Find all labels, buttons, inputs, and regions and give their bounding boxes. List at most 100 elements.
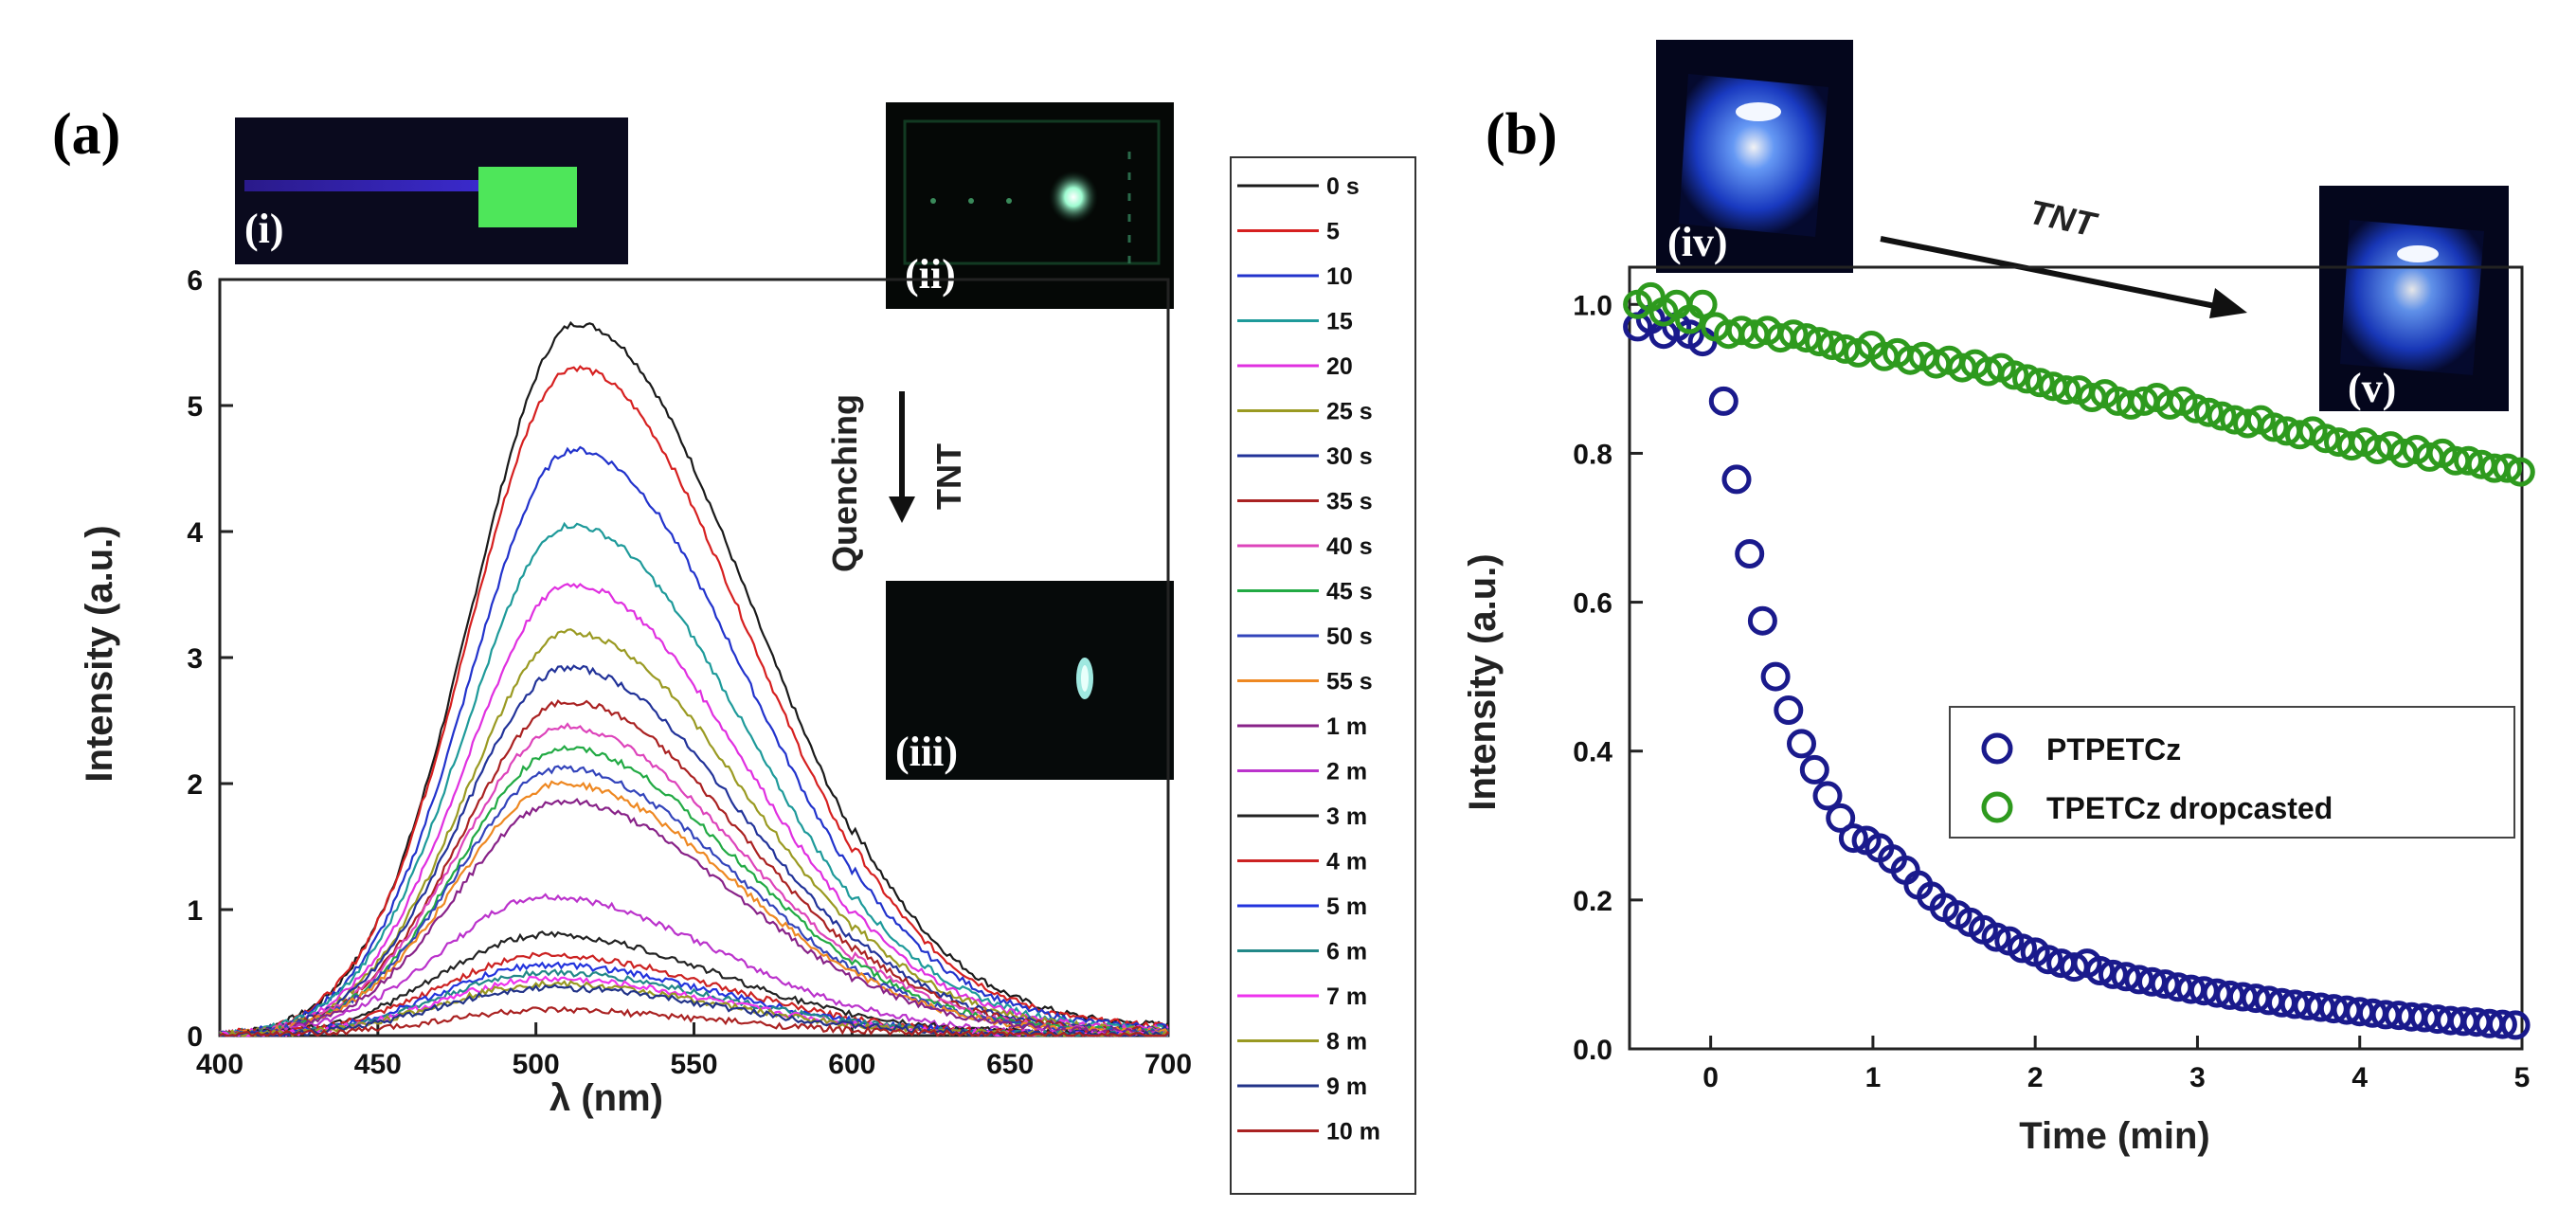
legend-a-entry: 40 s	[1326, 533, 1373, 560]
point-b-tpetcz	[1687, 289, 1718, 319]
tnt-label-b: TNT	[2026, 192, 2101, 244]
photo-ii-label: (ii)	[905, 251, 956, 298]
chart-b-legend: PTPETCz TPETCz dropcasted	[1949, 706, 2515, 839]
legend-b-marker	[1981, 791, 2013, 823]
point-b-tpetcz	[1804, 327, 1834, 357]
chart-b-xlabel: Time (min)	[2019, 1115, 2210, 1157]
point-b-tpetcz	[1792, 323, 1822, 353]
point-b-tpetcz	[2051, 375, 2081, 406]
chart-a-xtick-label: 450	[354, 1049, 402, 1080]
point-b-tpetcz	[2493, 453, 2523, 483]
legend-a-entry: 50 s	[1326, 623, 1373, 650]
point-b-ptpetcz	[1721, 464, 1752, 495]
chart-a-ytick-label: 6	[187, 265, 203, 297]
point-b-tpetcz	[2207, 401, 2237, 431]
series-a-20	[219, 583, 1169, 1038]
point-b-tpetcz	[2181, 393, 2211, 424]
legend-a-entry: 6 m	[1326, 939, 1367, 965]
quench-arrow	[889, 391, 915, 523]
legend-a-entry: 10	[1326, 263, 1353, 290]
point-b-tpetcz	[1817, 331, 1847, 360]
chart-b-xtick-label: 1	[1865, 1062, 1882, 1093]
legend-a-entry: 5 m	[1326, 893, 1367, 920]
legend-a-entry: 30 s	[1326, 443, 1373, 470]
point-b-ptpetcz	[1735, 539, 1765, 568]
series-a-9-m	[219, 983, 1169, 1038]
series-a-55-s	[219, 780, 1169, 1038]
photo-i-label: (i)	[244, 206, 284, 252]
point-b-ptpetcz	[1812, 781, 1843, 811]
point-b-ptpetcz	[2033, 945, 2063, 975]
point-b-tpetcz	[2311, 424, 2341, 454]
point-b-ptpetcz	[1760, 661, 1791, 692]
point-b-ptpetcz	[1747, 605, 1777, 636]
point-b-ptpetcz	[1787, 729, 1816, 759]
chart-a-xtick-label: 700	[1144, 1049, 1192, 1080]
photo-v: (v)	[2319, 186, 2509, 411]
legend-a-entry: 55 s	[1326, 669, 1373, 695]
point-b-ptpetcz	[2008, 933, 2037, 964]
chart-b-ytick-label: 0.8	[1573, 439, 1612, 470]
legend-a-entry: 20	[1326, 353, 1353, 380]
chart-b-ytick-label: 0.0	[1573, 1035, 1612, 1066]
chart-a-xtick-label: 550	[670, 1049, 717, 1080]
chart-b-frame	[1628, 265, 2524, 1051]
chart-b-xtick-label: 2	[2027, 1062, 2044, 1093]
point-b-tpetcz	[2012, 364, 2043, 394]
point-b-ptpetcz	[1981, 922, 2011, 952]
series-a-15	[219, 521, 1169, 1038]
legend-a-entry: 35 s	[1326, 489, 1373, 515]
series-a-30-s	[219, 664, 1169, 1038]
photo-i: (i)	[235, 117, 628, 264]
legend-a-entry: 3 m	[1326, 803, 1367, 830]
chart-a-ylabel: Intensity (a.u.)	[79, 525, 120, 782]
point-b-ptpetcz	[2085, 956, 2116, 985]
series-a-5	[219, 365, 1169, 1038]
legend-a-entry: 4 m	[1326, 849, 1367, 875]
point-b-ptpetcz	[1838, 823, 1868, 854]
legend-a-entry: 5	[1326, 219, 1340, 245]
point-b-ptpetcz	[1774, 695, 1804, 725]
chart-a-xlabel: λ (nm)	[549, 1077, 663, 1119]
chart-b-axes: 0 1 2 3 4 5 0.0 0.2 0.4 0.6 0.8 1.0	[1573, 265, 2531, 1093]
point-b-tpetcz	[1999, 360, 2029, 390]
legend-a-entry: 1 m	[1326, 713, 1367, 740]
legend-a-entry: 0 s	[1326, 173, 1360, 200]
point-b-ptpetcz	[2500, 1010, 2531, 1040]
panel-b-label: (b)	[1486, 102, 1558, 167]
chart-a-xtick-label: 500	[513, 1049, 560, 1080]
photo-iii: (iii)	[886, 581, 1174, 780]
chart-a-legend: 0 s 5 10 15 20 25 s 30 s 35 s 40 s 45 s 50 s 55 s 1 …	[1230, 156, 1416, 1195]
chart-b-xtick-label: 5	[2514, 1062, 2531, 1093]
series-a-10	[219, 445, 1169, 1038]
tnt-label-a: TNT	[929, 443, 968, 510]
legend-b-marker	[1981, 732, 2013, 765]
quenching-label: Quenching	[825, 394, 864, 572]
legend-a-entry: 10 m	[1326, 1119, 1380, 1146]
chart-a-xtick-label: 400	[196, 1049, 243, 1080]
legend-b-entry: PTPETCz	[2046, 732, 2181, 767]
photo-ii: (ii)	[886, 102, 1174, 309]
chart-a-ytick-label: 1	[187, 895, 203, 927]
chart-b-ytick-label: 0.4	[1573, 737, 1612, 768]
legend-a-entry: 7 m	[1326, 983, 1367, 1010]
point-b-tpetcz	[2116, 389, 2146, 420]
chart-b-xtick-label: 3	[2189, 1062, 2206, 1093]
chart-a-ytick-label: 4	[187, 517, 203, 549]
chart-b-series	[1623, 281, 2535, 1040]
point-b-ptpetcz	[2487, 1009, 2517, 1039]
point-b-tpetcz	[2259, 412, 2289, 442]
point-b-ptpetcz	[1826, 803, 1856, 833]
chart-a-series	[219, 320, 1169, 1038]
series-a-4-m	[220, 951, 1169, 1038]
chart-b-ytick-label: 1.0	[1573, 290, 1612, 321]
point-b-tpetcz	[1778, 319, 1809, 350]
tnt-arrow-b	[1880, 236, 2247, 318]
photo-iii-label: (iii)	[895, 729, 958, 775]
series-a-25-s	[219, 628, 1169, 1038]
legend-a-entry: 25 s	[1326, 399, 1373, 425]
chart-b-xtick-label: 0	[1702, 1062, 1719, 1093]
chart-a-ytick-label: 0	[187, 1021, 203, 1053]
chart-b-xtick-label: 4	[2351, 1062, 2368, 1093]
series-a-10-m	[219, 1005, 1169, 1038]
